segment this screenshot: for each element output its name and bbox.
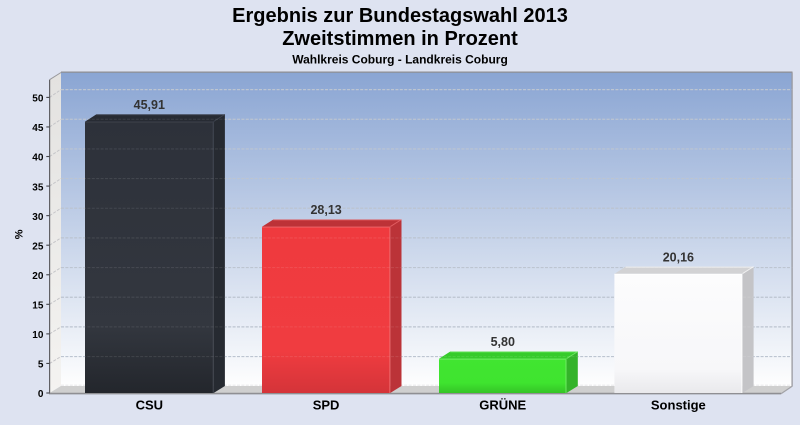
svg-text:Sonstige: Sonstige	[651, 398, 706, 413]
svg-text:GRÜNE: GRÜNE	[479, 398, 526, 413]
svg-text:0: 0	[38, 389, 44, 400]
svg-text:Zweitstimmen in Prozent: Zweitstimmen in Prozent	[282, 28, 518, 50]
svg-text:20,16: 20,16	[663, 250, 694, 264]
svg-text:5,80: 5,80	[491, 335, 515, 349]
svg-text:50: 50	[32, 94, 44, 105]
svg-text:SPD: SPD	[313, 398, 340, 413]
svg-text:35: 35	[32, 182, 44, 193]
svg-text:45: 45	[32, 123, 44, 134]
svg-text:40: 40	[32, 153, 44, 164]
svg-text:%: %	[14, 229, 26, 239]
svg-text:10: 10	[32, 330, 44, 341]
svg-text:20: 20	[32, 271, 44, 282]
svg-text:28,13: 28,13	[310, 203, 341, 217]
svg-text:5: 5	[38, 360, 44, 371]
svg-text:25: 25	[32, 241, 44, 252]
svg-text:45,91: 45,91	[134, 98, 165, 112]
svg-text:Wahlkreis Coburg - Landkreis C: Wahlkreis Coburg - Landkreis Coburg	[292, 52, 508, 66]
svg-text:Ergebnis zur Bundestagswahl 20: Ergebnis zur Bundestagswahl 2013	[232, 5, 568, 27]
svg-text:CSU: CSU	[136, 398, 163, 413]
svg-text:30: 30	[32, 212, 44, 223]
svg-text:15: 15	[32, 301, 44, 312]
